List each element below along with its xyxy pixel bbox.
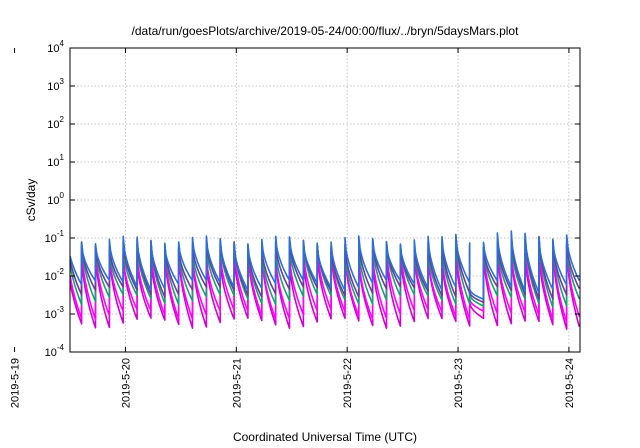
y-tick-label: 104 — [47, 39, 64, 55]
y-tick-exponent: -2 — [57, 267, 65, 276]
y-tick-label: 101 — [47, 153, 64, 169]
y-tick-label: 10-2 — [45, 267, 65, 283]
y-tick-exponent: -1 — [57, 229, 65, 238]
y-tick-exponent: 3 — [60, 77, 65, 86]
series-line — [69, 235, 581, 308]
series-line — [69, 233, 581, 304]
y-tick-exponent: -3 — [57, 305, 65, 314]
y-tick-exponent: -4 — [57, 343, 65, 352]
series-line — [69, 240, 581, 324]
y-tick-exponent: 2 — [60, 115, 65, 124]
y-tick-label: 102 — [47, 115, 64, 131]
y-axis-label: cSv/day — [24, 179, 38, 222]
x-tick-label: 2019-5-24 — [564, 358, 576, 408]
y-tick-base: 10 — [47, 119, 59, 131]
y-tick-base: 10 — [45, 271, 57, 283]
y-tick-label: 103 — [47, 77, 64, 93]
x-axis-label: Coordinated Universal Time (UTC) — [233, 430, 417, 444]
y-tick-label: 10-1 — [45, 229, 65, 245]
y-tick-exponent: 0 — [60, 191, 65, 200]
x-tick-label: 2019-5-23 — [453, 358, 465, 408]
x-tick-label: 2019-5-22 — [342, 358, 354, 408]
series-line — [69, 230, 581, 300]
y-tick-base: 10 — [45, 309, 57, 321]
y-tick-exponent: 4 — [60, 39, 65, 48]
y-tick-label: 10-4 — [45, 343, 65, 359]
series-group — [69, 230, 581, 330]
y-tick-base: 10 — [47, 81, 59, 93]
y-tick-base: 10 — [47, 157, 59, 169]
series-line — [69, 244, 581, 330]
x-tick-label: 2019-5-19 — [10, 358, 22, 408]
y-tick-base: 10 — [45, 347, 57, 359]
x-tick-label: 2019-5-20 — [120, 358, 132, 408]
y-tick-base: 10 — [47, 195, 59, 207]
y-tick-label: 10-3 — [45, 305, 65, 321]
chart-title: /data/run/goesPlots/archive/2019-05-24/0… — [132, 24, 520, 38]
y-tick-base: 10 — [47, 43, 59, 55]
y-tick-label: 100 — [47, 191, 64, 207]
y-tick-exponent: 1 — [60, 153, 65, 162]
y-tick-base: 10 — [45, 233, 57, 245]
x-axis: 2019-5-19 2019-5-20 2019-5-21 2019-5-22 2019… — [10, 48, 576, 408]
x-tick-label: 2019-5-21 — [231, 358, 243, 408]
